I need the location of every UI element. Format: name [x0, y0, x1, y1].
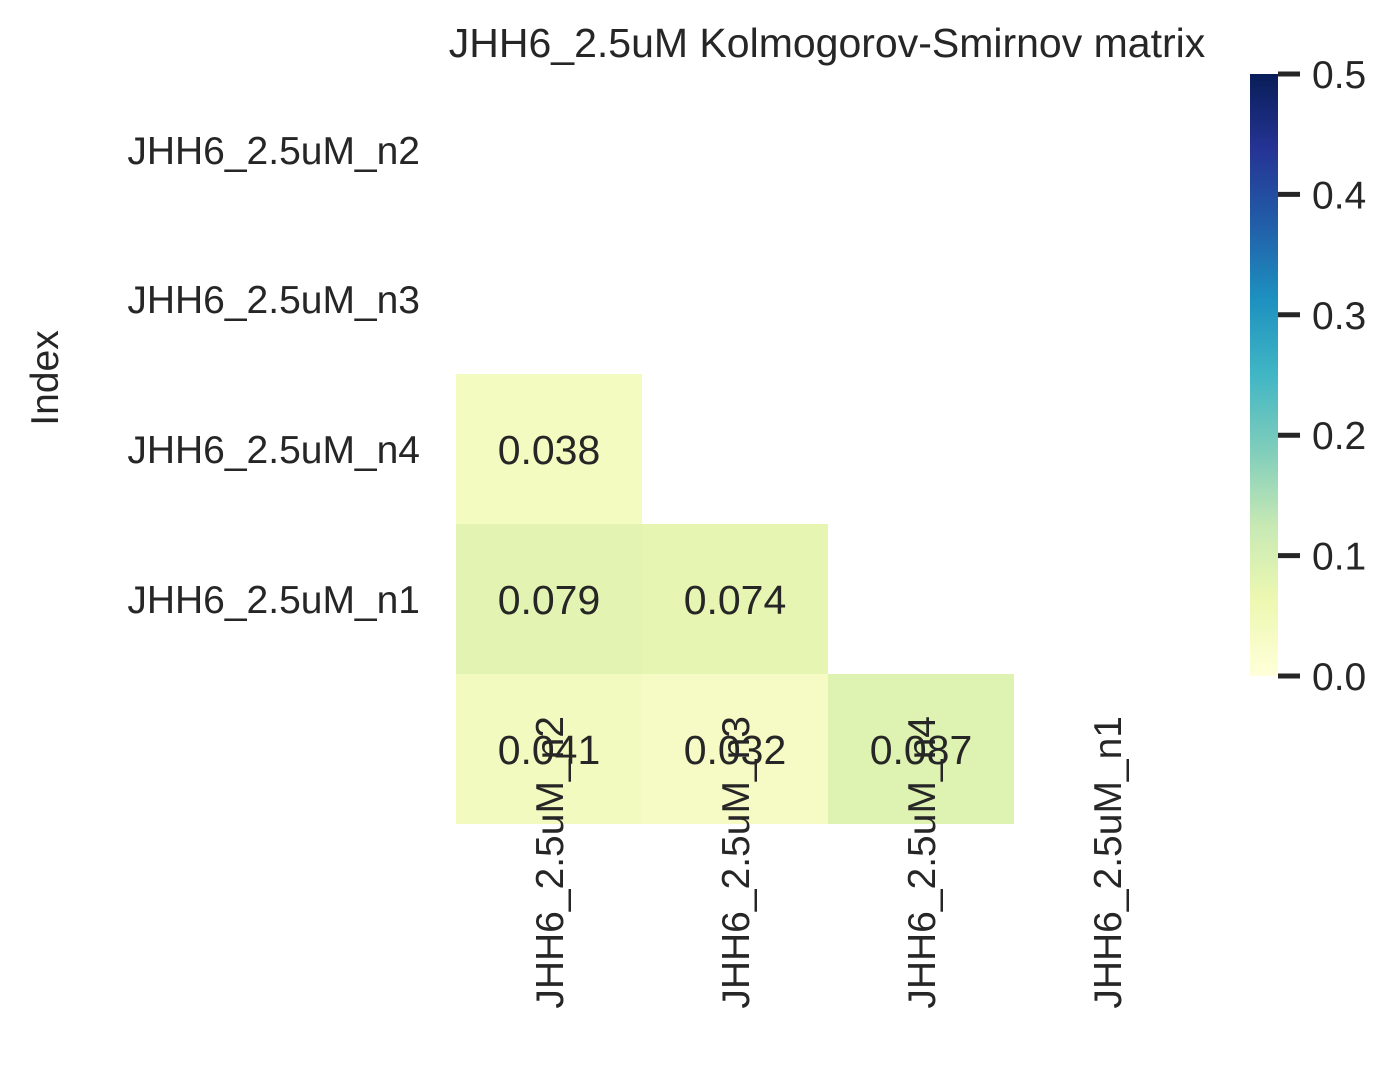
y-axis-label: Index [24, 330, 67, 426]
colorbar-tick-label: 0.4 [1312, 174, 1366, 217]
row-tick-label: JHH6_2.5uM_n3 [127, 279, 420, 322]
cell-value-label: 0.079 [498, 577, 601, 623]
heatmap-cell [642, 524, 828, 674]
cell-value-label: 0.074 [684, 577, 787, 623]
cell-value-label: 0.038 [498, 427, 601, 473]
heatmap-cell [456, 374, 642, 524]
cell-value-label: 0.041 [498, 727, 601, 773]
row-tick-label: JHH6_2.5uM_n2 [127, 130, 420, 173]
colorbar-ticks: 0.0 0.1 0.2 0.3 0.4 0.5 [1278, 54, 1366, 699]
heatmap-cell [642, 674, 828, 824]
col-tick-label: JHH6_2.5uM_n2 [529, 716, 572, 1009]
cell-value-label: 0.087 [870, 727, 973, 773]
heatmap-cell [456, 674, 642, 824]
colorbar-tick-label: 0.0 [1312, 656, 1366, 699]
colorbar-tick-label: 0.3 [1312, 295, 1366, 338]
colorbar-tick-label: 0.1 [1312, 536, 1366, 579]
heatmap-cells: 0.038 0.079 0.074 0.041 0.032 0.087 [456, 374, 1014, 824]
row-tick-label: JHH6_2.5uM_n4 [127, 429, 420, 472]
col-tick-labels: JHH6_2.5uM_n2 JHH6_2.5uM_n3 JHH6_2.5uM_n4 J… [529, 716, 1130, 1009]
cell-value-label: 0.032 [684, 727, 787, 773]
heatmap-cell [828, 674, 1014, 824]
chart-title: JHH6_2.5uM Kolmogorov-Smirnov matrix [449, 20, 1206, 66]
col-tick-label: JHH6_2.5uM_n3 [715, 716, 758, 1009]
row-tick-label: JHH6_2.5uM_n1 [127, 579, 420, 622]
col-tick-label: JHH6_2.5uM_n1 [1087, 716, 1130, 1009]
col-tick-label: JHH6_2.5uM_n4 [901, 716, 944, 1009]
heatmap-cell [456, 524, 642, 674]
row-tick-labels: JHH6_2.5uM_n2 JHH6_2.5uM_n3 JHH6_2.5uM_n4 J… [127, 130, 420, 622]
colorbar-tick-label: 0.5 [1312, 54, 1366, 97]
colorbar-tick-label: 0.2 [1312, 415, 1366, 458]
colorbar: 0.0 0.1 0.2 0.3 0.4 0.5 [1250, 54, 1366, 699]
colorbar-gradient [1250, 74, 1278, 676]
